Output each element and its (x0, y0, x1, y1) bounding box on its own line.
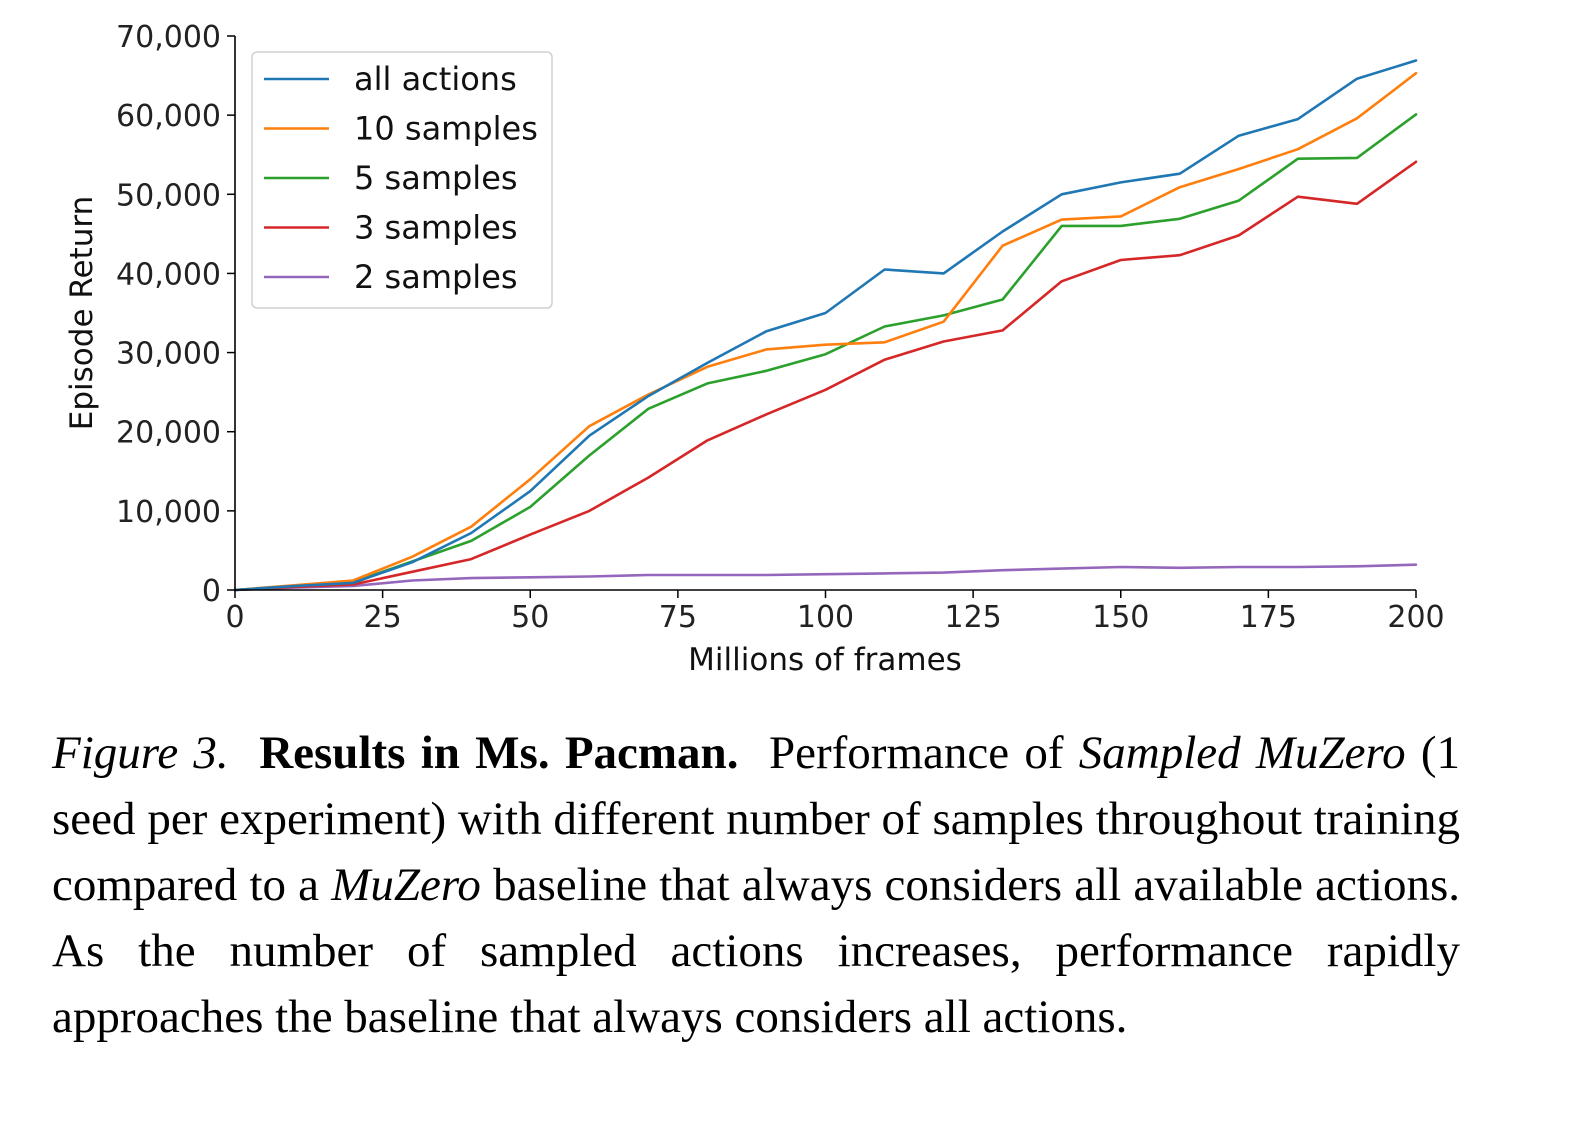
y-tick-label: 40,000 (116, 257, 221, 292)
x-tick-label: 175 (1240, 600, 1297, 635)
y-ticks: 0 10,000 20,000 30,000 40,000 50,000 60,000 70,… (116, 20, 235, 609)
caption-italic-1: Sampled MuZero (1078, 727, 1406, 779)
x-tick-label: 100 (797, 600, 854, 635)
legend: all actions 10 samples 5 samples 3 samples 2… (251, 51, 553, 309)
legend-label: 2 samples (354, 258, 518, 296)
y-tick-label: 10,000 (116, 495, 221, 530)
series-line-all-actions (233, 59, 1418, 592)
series-line-5-samples (233, 113, 1418, 592)
y-tick-label: 50,000 (116, 178, 221, 213)
x-tick-label: 150 (1092, 600, 1149, 635)
line-chart: 0 25 50 75 100 125 150 175 200 0 10,000 20,000 30,0… (64, 20, 1445, 678)
series-line-3-samples (233, 160, 1418, 592)
y-tick-label: 0 (202, 574, 221, 609)
y-axis-title: Episode Return (64, 196, 100, 430)
series-line-2-samples (233, 563, 1418, 592)
caption-text-2: (1 seed per experiment) with different n… (52, 727, 1461, 911)
legend-label: 3 samples (354, 209, 518, 247)
x-ticks: 0 25 50 75 100 125 150 175 200 (225, 590, 1445, 635)
caption-text-3: baseline that always considers all avail… (52, 859, 1461, 1043)
x-tick-label: 75 (659, 600, 697, 635)
series-line-10-samples (233, 71, 1418, 592)
x-tick-label: 50 (511, 600, 549, 635)
caption-figure-label: Figure 3. (52, 727, 229, 779)
figure-caption: Figure 3. Results in Ms. Pacman. Perform… (52, 720, 1460, 1050)
x-tick-label: 25 (364, 600, 402, 635)
legend-frame (251, 51, 553, 309)
x-tick-label: 200 (1387, 600, 1444, 635)
y-tick-label: 20,000 (116, 416, 221, 451)
caption-title: Results in Ms. Pacman. (259, 727, 739, 779)
y-tick-label: 30,000 (116, 337, 221, 372)
x-axis-title: Millions of frames (688, 642, 962, 678)
y-tick-label: 70,000 (116, 20, 221, 55)
caption-italic-2: MuZero (331, 859, 481, 911)
legend-label: 10 samples (354, 110, 538, 148)
legend-label: 5 samples (354, 159, 518, 197)
y-tick-label: 60,000 (116, 99, 221, 134)
plot-series (233, 59, 1418, 592)
caption-text-1: Performance of (768, 727, 1064, 779)
x-tick-label: 0 (225, 600, 244, 635)
x-tick-label: 125 (944, 600, 1001, 635)
legend-label: all actions (354, 60, 517, 98)
